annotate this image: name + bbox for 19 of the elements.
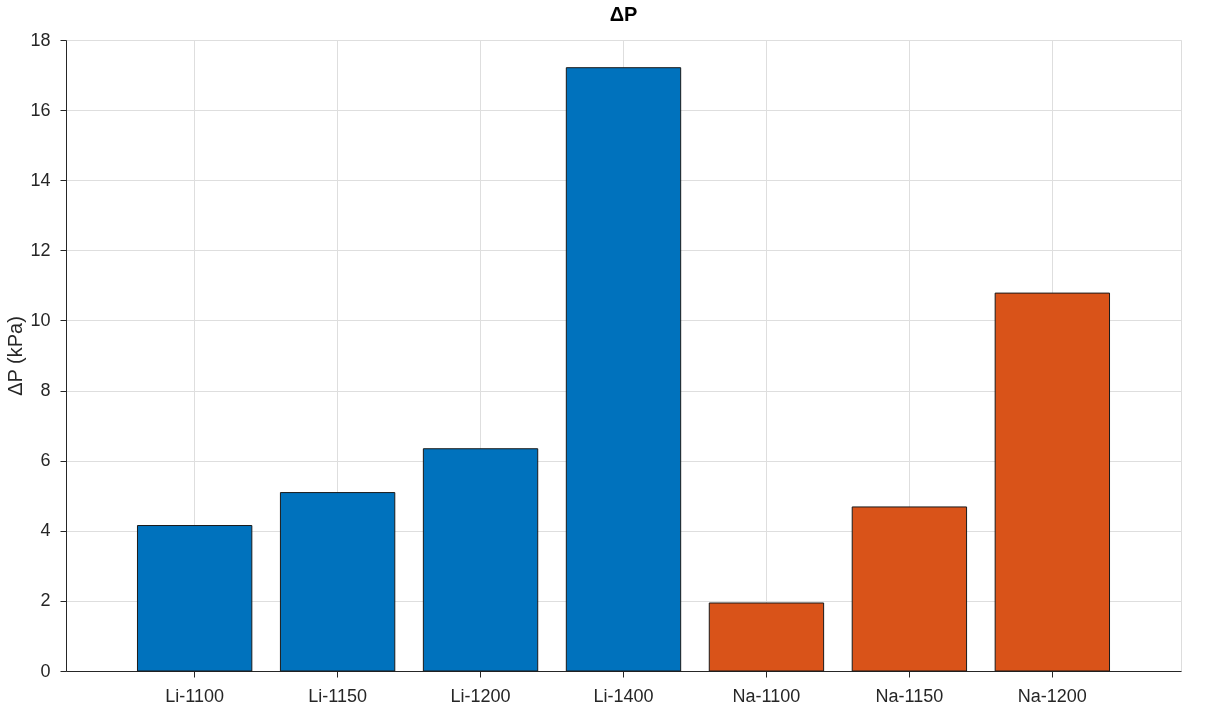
x-tick-label: Li-1200 — [450, 685, 511, 706]
y-tick-label: 12 — [30, 239, 51, 260]
x-tick-label: Na-1150 — [875, 685, 944, 706]
y-tick-label: 16 — [30, 99, 51, 120]
y-tick-label: 10 — [30, 309, 51, 330]
y-tick-label: 8 — [40, 380, 51, 401]
x-tick-label: Li-1150 — [308, 685, 367, 706]
y-tick-label: 2 — [40, 590, 51, 611]
y-tick-label: 18 — [30, 29, 51, 50]
x-tick-label: Na-1100 — [732, 685, 801, 706]
x-tick-label: Li-1100 — [165, 685, 225, 706]
y-tick-label: 0 — [40, 660, 51, 681]
x-tick-label: Li-1400 — [593, 685, 654, 706]
y-tick-label: 6 — [40, 450, 51, 471]
chart-title: ΔP — [609, 3, 638, 25]
y-axis-title: ΔP (kPa) — [4, 316, 27, 396]
y-tick-label: 4 — [40, 520, 51, 541]
y-tick-label: 14 — [30, 169, 51, 190]
x-tick-label: Na-1200 — [1017, 685, 1087, 706]
